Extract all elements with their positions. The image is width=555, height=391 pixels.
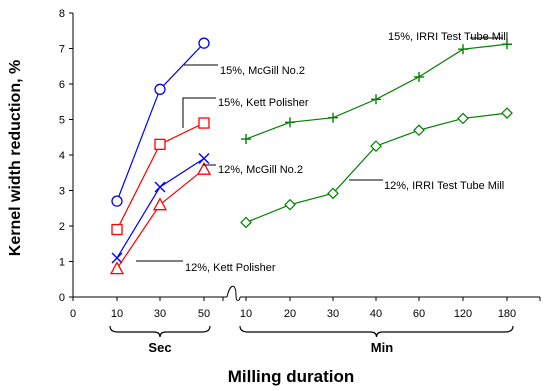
- x-origin-tick-label: 0: [70, 308, 76, 320]
- data-point: [457, 112, 469, 125]
- data-point: [501, 107, 513, 119]
- data-point: [198, 153, 210, 165]
- x-group-label-sec: Sec: [148, 340, 171, 355]
- callouts: 15%, McGill No.2 15%, Kett Polisher 12%, M…: [136, 31, 508, 274]
- data-point: [502, 39, 512, 50]
- x-tick-label: 60: [413, 308, 425, 320]
- data-point: [284, 198, 296, 211]
- y-tick-label: 8: [59, 8, 65, 20]
- y-tick-label: 6: [59, 79, 65, 91]
- series-layer: [109, 37, 513, 275]
- axes: 0 1 2 3 4 5 6 7 8 10 30 50 10 20 30 40 60 120 180: [59, 8, 541, 338]
- series-label: 15%, Kett Polisher: [218, 97, 309, 109]
- callout-leader: [182, 97, 216, 128]
- y-tick-label: 2: [59, 221, 65, 233]
- data-point: [111, 252, 123, 264]
- series-line: [116, 168, 205, 269]
- x-tick-label: 180: [498, 308, 516, 320]
- group-brace: [109, 325, 211, 338]
- series-label: 12%, McGill No.2: [218, 164, 303, 176]
- data-point: [371, 94, 381, 105]
- x-tick-label: 30: [327, 308, 339, 320]
- y-tick-label: 7: [59, 44, 65, 56]
- data-point: [198, 37, 210, 49]
- x-axis-label: Milling duration: [228, 367, 355, 386]
- data-point: [111, 195, 123, 207]
- y-tick-label: 3: [59, 186, 65, 198]
- group-brace: [239, 325, 514, 338]
- data-point: [154, 181, 166, 193]
- x-tick-label: 40: [370, 308, 382, 320]
- x-tick-label: 10: [240, 308, 252, 320]
- y-tick-label: 0: [59, 292, 65, 304]
- x-group-label-min: Min: [371, 340, 393, 355]
- data-point: [241, 134, 251, 145]
- y-tick-label: 1: [59, 257, 65, 269]
- data-point: [154, 138, 166, 151]
- x-tick-label: 120: [454, 308, 472, 320]
- y-axis-label: Kernel width reduction, %: [7, 60, 24, 256]
- data-point: [414, 71, 424, 82]
- x-tick-label: 20: [284, 308, 296, 320]
- y-tick-label: 5: [59, 115, 65, 127]
- data-point: [285, 117, 295, 128]
- data-point: [370, 140, 382, 152]
- y-tick-label: 4: [59, 150, 65, 162]
- data-point: [111, 223, 123, 236]
- series-label: 12%, Kett Polisher: [185, 262, 276, 274]
- series-line: [116, 42, 205, 202]
- x-tick-label: 50: [198, 308, 210, 320]
- data-point: [327, 187, 339, 200]
- data-point: [198, 117, 210, 129]
- series-label: 15%, McGill No.2: [220, 65, 305, 77]
- data-point: [328, 112, 338, 123]
- data-point: [152, 197, 168, 211]
- x-tick-label: 10: [111, 308, 123, 320]
- data-point: [458, 44, 468, 55]
- data-point: [109, 261, 125, 275]
- x-tick-label: 30: [154, 308, 166, 320]
- series-label: 12%, IRRI Test Tube Mill: [384, 180, 504, 192]
- data-point: [196, 161, 212, 175]
- data-point: [154, 83, 166, 95]
- data-point: [413, 124, 425, 136]
- series-label: 15%, IRRI Test Tube Mill: [388, 31, 508, 43]
- series-line: [245, 43, 508, 140]
- data-point: [240, 216, 252, 229]
- axis-break-mark: [226, 285, 241, 301]
